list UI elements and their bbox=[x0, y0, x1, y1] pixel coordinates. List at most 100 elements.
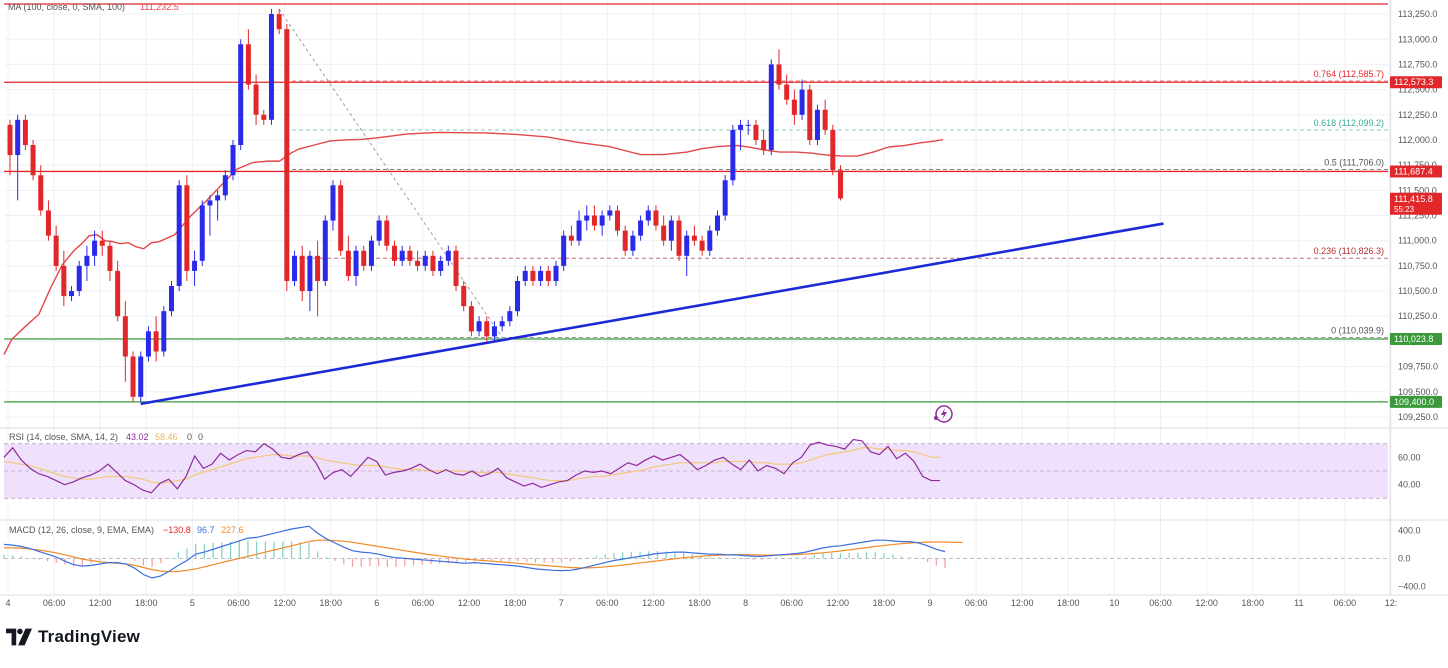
price-tick-label: 110,500.0 bbox=[1398, 286, 1437, 296]
time-tick-label: 12:00 bbox=[642, 598, 665, 608]
time-tick-label: 9 bbox=[927, 598, 932, 608]
price-tick-label: 109,500.0 bbox=[1398, 387, 1438, 397]
candle bbox=[122, 301, 128, 382]
candle-body bbox=[184, 185, 190, 271]
candle bbox=[453, 245, 459, 292]
brand[interactable]: TradingView bbox=[6, 626, 140, 648]
candle-body bbox=[415, 260, 421, 266]
candle bbox=[438, 255, 444, 276]
time-tick-label: 12: bbox=[1385, 598, 1398, 608]
candle bbox=[261, 109, 267, 125]
candle-body bbox=[368, 240, 374, 266]
candle-body bbox=[745, 124, 751, 126]
candle-body bbox=[738, 124, 744, 130]
candle bbox=[199, 200, 205, 266]
macd-legend-label: MACD (12, 26, close, 9, EMA, EMA) bbox=[9, 525, 154, 535]
candle-body bbox=[607, 210, 613, 216]
candle-body bbox=[722, 180, 728, 216]
time-tick-label: 06:00 bbox=[227, 598, 250, 608]
candle-body bbox=[168, 286, 174, 312]
fib-label: 0.236 (110,826.3) bbox=[1314, 246, 1384, 256]
candle bbox=[515, 275, 521, 317]
candle-body bbox=[322, 220, 328, 281]
candle bbox=[84, 245, 90, 281]
candle bbox=[576, 210, 582, 246]
time-tick-label: 12:00 bbox=[273, 598, 296, 608]
candle bbox=[276, 9, 282, 35]
candle bbox=[376, 215, 382, 246]
trendline[interactable] bbox=[140, 222, 1164, 406]
candle bbox=[61, 250, 67, 307]
candle bbox=[830, 124, 836, 176]
price-tag-text: 112,573.3 bbox=[1394, 77, 1433, 87]
moving-average bbox=[3, 131, 944, 355]
time-tick-label: 8 bbox=[743, 598, 748, 608]
candle bbox=[761, 129, 767, 156]
candle-body bbox=[115, 270, 121, 317]
candle bbox=[192, 250, 198, 287]
candle-body bbox=[138, 356, 144, 397]
time-tick-label: 06:00 bbox=[965, 598, 988, 608]
rsi-legend-ma-value: 58.46 bbox=[155, 432, 178, 442]
candle-body bbox=[507, 311, 513, 322]
alert-icon[interactable] bbox=[934, 405, 953, 423]
candle-body bbox=[284, 29, 290, 281]
candle-body bbox=[376, 220, 382, 241]
candle-body bbox=[15, 119, 21, 156]
candle-body bbox=[107, 245, 113, 271]
price-tag: 111,687.4 bbox=[1390, 165, 1442, 178]
candle-body bbox=[615, 210, 621, 231]
rsi-tick-label: 60.00 bbox=[1398, 452, 1421, 462]
candle-body bbox=[653, 210, 659, 226]
time-tick-label: 4 bbox=[5, 598, 10, 608]
time-tick-label: 06:00 bbox=[412, 598, 435, 608]
candle bbox=[392, 240, 397, 266]
candle-body bbox=[161, 311, 167, 352]
fib-diagonal bbox=[278, 8, 503, 338]
price-tag-text: 110,023.8 bbox=[1394, 334, 1433, 344]
candle bbox=[784, 74, 790, 105]
candle bbox=[738, 119, 744, 151]
candle-body bbox=[199, 205, 205, 261]
candle bbox=[599, 210, 605, 236]
candle bbox=[222, 170, 228, 201]
candle-body bbox=[707, 230, 713, 251]
candle-body bbox=[714, 215, 720, 231]
candle bbox=[584, 205, 590, 231]
price-tag: 111,415.855:23 bbox=[1390, 192, 1442, 215]
candle bbox=[168, 280, 174, 317]
fib-label: 0.764 (112,585.7) bbox=[1314, 69, 1384, 79]
candle bbox=[138, 351, 144, 402]
candle bbox=[491, 321, 497, 342]
time-tick-label: 18:00 bbox=[504, 598, 527, 608]
axes: 113,250.0113,000.0112,750.0112,500.0112,… bbox=[5, 0, 1438, 608]
candle bbox=[461, 280, 467, 312]
candle-body bbox=[130, 356, 136, 397]
candle-body bbox=[438, 260, 444, 271]
candle bbox=[553, 260, 559, 287]
candle bbox=[814, 104, 820, 146]
candle-body bbox=[761, 139, 767, 151]
macd-signal-line bbox=[4, 539, 963, 573]
candle-body bbox=[445, 250, 451, 261]
candle bbox=[92, 230, 98, 266]
candle-body bbox=[530, 270, 536, 281]
candle bbox=[768, 59, 774, 156]
time-tick-label: 6 bbox=[374, 598, 379, 608]
price-tick-label: 113,250.0 bbox=[1398, 9, 1437, 19]
time-tick-label: 06:00 bbox=[780, 598, 803, 608]
candle bbox=[653, 205, 659, 231]
candle bbox=[330, 180, 336, 231]
candle-body bbox=[838, 170, 844, 199]
candle bbox=[345, 235, 351, 281]
price-tick-label: 110,750.0 bbox=[1398, 261, 1437, 271]
candle bbox=[445, 245, 451, 266]
candle bbox=[676, 215, 682, 261]
candle-body bbox=[776, 64, 782, 85]
candle bbox=[7, 119, 13, 176]
brand-name: TradingView bbox=[38, 627, 141, 646]
candle bbox=[591, 205, 597, 231]
candle-body bbox=[30, 145, 36, 176]
candle-body bbox=[799, 89, 805, 115]
